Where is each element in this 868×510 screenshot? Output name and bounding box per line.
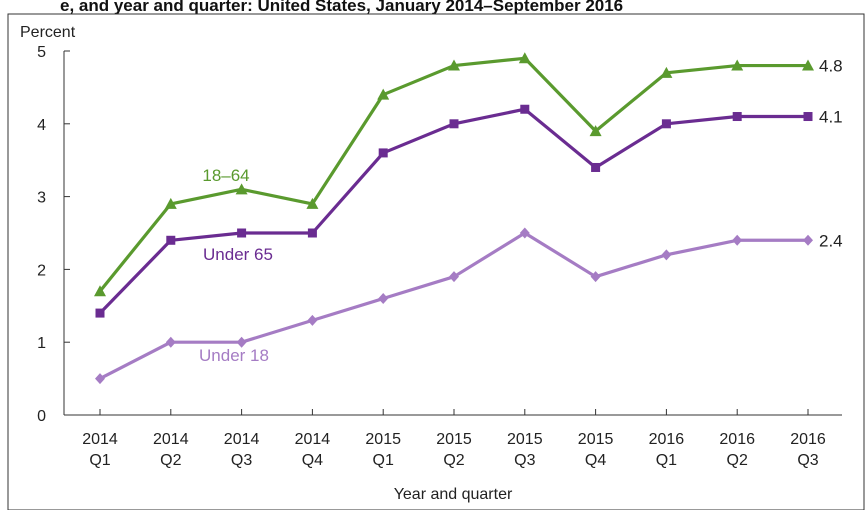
y-tick-label: 2 — [37, 262, 46, 279]
series-layer — [94, 52, 814, 385]
end-value-label: 2.4 — [819, 231, 843, 250]
x-tick-label-year: 2014 — [153, 431, 189, 448]
data-point-square — [591, 162, 601, 172]
x-tick-label-quarter: Q4 — [302, 452, 323, 469]
series-name-label: Under 65 — [203, 245, 273, 264]
x-tick-label-year: 2014 — [295, 431, 331, 448]
series-name-label: 18–64 — [202, 166, 249, 185]
x-tick-label-year: 2014 — [224, 431, 260, 448]
data-point-triangle — [94, 285, 106, 297]
x-tick-label-quarter: Q2 — [160, 452, 181, 469]
data-point-triangle — [235, 183, 248, 195]
data-point-triangle — [731, 59, 744, 71]
data-point-triangle — [518, 52, 531, 64]
y-tick-label: 5 — [37, 44, 46, 61]
x-tick-label-year: 2015 — [436, 431, 472, 448]
data-point-square — [95, 308, 105, 318]
data-point-triangle — [448, 59, 460, 71]
data-point-triangle — [660, 66, 673, 78]
x-tick-label-quarter: Q3 — [797, 452, 818, 469]
series-18-64 — [94, 52, 814, 297]
data-point-triangle — [164, 197, 177, 209]
series-name-label: Under 18 — [199, 346, 269, 365]
x-tick-label-year: 2015 — [365, 431, 401, 448]
x-tick-label-quarter: Q2 — [727, 452, 748, 469]
x-tick-label-quarter: Q1 — [89, 452, 110, 469]
series-under-18 — [95, 227, 813, 385]
x-tick-label-year: 2015 — [507, 431, 543, 448]
x-tick-label-quarter: Q1 — [373, 452, 394, 469]
data-point-diamond — [378, 293, 389, 305]
data-point-diamond — [661, 249, 672, 261]
y-axis-title: Percent — [20, 24, 76, 41]
data-point-diamond — [519, 227, 530, 239]
y-tick-label: 1 — [37, 335, 46, 352]
data-point-square — [520, 104, 530, 114]
x-tick-label-quarter: Q3 — [514, 452, 535, 469]
data-point-triangle — [306, 197, 319, 209]
data-point-square — [237, 228, 247, 238]
data-point-square — [378, 148, 388, 158]
data-point-diamond — [236, 336, 247, 348]
data-point-square — [166, 235, 176, 245]
x-tick-label-year: 2016 — [649, 431, 685, 448]
x-axis-title: Year and quarter — [394, 486, 513, 503]
y-tick-label: 3 — [37, 190, 46, 207]
series-under-65 — [95, 104, 813, 318]
labels-layer: 18–64 4.8 Under 65 4.1 Under 18 2.4 — [199, 57, 843, 365]
x-tick-label-year: 2016 — [719, 431, 755, 448]
y-tick-label: 0 — [37, 408, 46, 425]
x-tick-label-quarter: Q2 — [443, 452, 464, 469]
data-point-diamond — [590, 271, 601, 283]
data-point-square — [307, 228, 317, 238]
data-point-square — [803, 112, 813, 122]
data-point-triangle — [802, 59, 814, 71]
data-point-diamond — [307, 314, 318, 326]
x-tick-label-year: 2014 — [82, 431, 118, 448]
end-value-label: 4.1 — [819, 108, 843, 127]
data-point-diamond — [95, 373, 105, 385]
axes: 0 1 2 3 4 5 Percent 2014 Q1 2014 Q2 2014 Q3 2014 Q4 201… — [20, 24, 842, 503]
x-tick-label-year: 2016 — [790, 431, 826, 448]
x-tick-label-quarter: Q1 — [656, 452, 677, 469]
data-point-diamond — [732, 234, 743, 246]
figure-border — [7, 13, 865, 510]
data-point-diamond — [803, 234, 813, 246]
data-point-square — [661, 119, 671, 129]
x-tick-label-year: 2015 — [578, 431, 614, 448]
chart-title-clipped: e, and year and quarter: United States, … — [60, 0, 623, 15]
data-point-triangle — [589, 125, 602, 137]
y-tick-label: 4 — [37, 117, 46, 134]
series-line — [98, 107, 808, 315]
end-value-label: 4.8 — [819, 57, 843, 76]
data-point-triangle — [377, 88, 390, 100]
x-tick-label-quarter: Q4 — [585, 452, 606, 469]
data-point-diamond — [449, 271, 459, 283]
data-point-square — [449, 119, 459, 129]
x-tick-label-quarter: Q3 — [231, 452, 252, 469]
data-point-square — [732, 112, 742, 122]
data-point-diamond — [165, 336, 176, 348]
